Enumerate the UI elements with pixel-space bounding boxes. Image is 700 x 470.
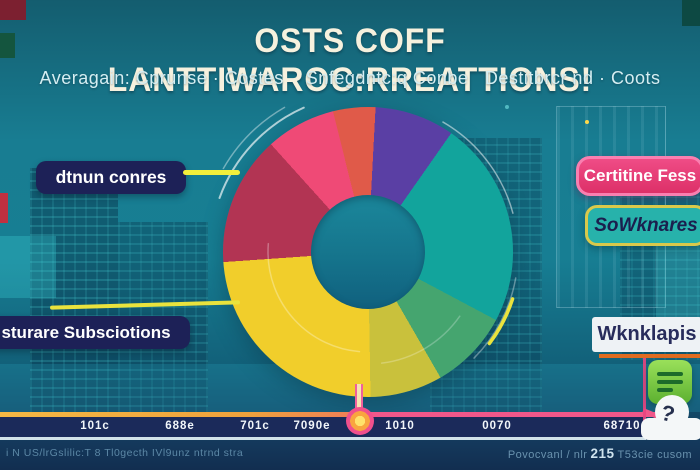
axis-tick-strip: 101c 688e 701c 7090e 1010 0070 68710	[0, 417, 645, 437]
corner-green-square	[0, 33, 15, 58]
footer-text-left: i N US/lrGslilic:T 8 Tl0gecth IVl9unz nt…	[6, 447, 244, 459]
axis-tick: 7090e	[293, 420, 331, 432]
label-band-right-bottom: Wknklapis	[592, 317, 700, 352]
orange-callout-line	[599, 354, 700, 358]
city-building	[30, 168, 118, 416]
axis-tick: 101c	[80, 420, 110, 432]
corner-red-square	[0, 0, 26, 20]
orange-axis-line	[0, 412, 352, 417]
axis-tick: 68710	[603, 420, 641, 432]
label-pill-left-top: dtnun conres	[36, 161, 186, 194]
axis-tick: 0070	[482, 420, 512, 432]
sparkle-dots	[585, 120, 589, 124]
label-pill-left-bottom: sturare Subsciotions	[0, 316, 190, 349]
footer-right-prefix: Povocvanl / nlr	[507, 449, 588, 461]
white-axis-line	[0, 437, 646, 440]
yellow-callout-line	[183, 170, 240, 175]
footer-right-value: 215	[590, 446, 615, 461]
corner-teal-square	[682, 0, 700, 26]
footer-right-suffix: T53cie cusom	[617, 449, 692, 461]
page-subtitle: Averagain: Cprunse · Costes Snfegdntc:q …	[39, 68, 661, 88]
cloud-base	[641, 418, 700, 440]
teal-glow-patch	[0, 236, 56, 298]
axis-tick: 688e	[165, 420, 195, 432]
cloud-question-icon: ?	[641, 395, 700, 440]
label-pill-right-top: Certitine Fess	[576, 156, 700, 196]
label-pill-right-mid: SoWknares	[585, 205, 700, 246]
axis-tick: 1010	[385, 420, 415, 432]
footer-text-right: Povocvanl / nlr 215 T53cie cusom	[508, 446, 692, 461]
axis-marker-dot	[346, 407, 374, 435]
left-red-bar	[0, 193, 8, 223]
pink-callout-line	[643, 357, 646, 431]
donut-chart-hole	[311, 195, 425, 309]
page-title: OSTS COFF LANTTIWAROC:RREATTIONS!	[107, 22, 593, 99]
axis-tick: 701c	[240, 420, 270, 432]
pink-axis-line	[368, 412, 656, 417]
